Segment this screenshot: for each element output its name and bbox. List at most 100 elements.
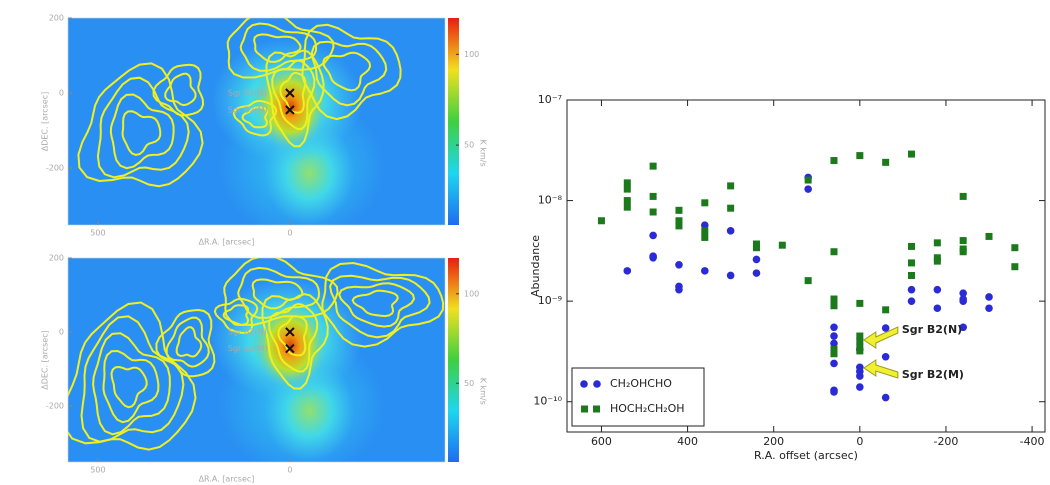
point bbox=[701, 267, 709, 275]
point bbox=[908, 151, 915, 158]
map-annotation: Sgr B2(N) bbox=[228, 89, 267, 98]
point bbox=[1011, 263, 1018, 270]
point bbox=[701, 199, 708, 206]
x-tick-label: -400 bbox=[1020, 435, 1045, 448]
y-axis-label: ΔDEC. [arcsec] bbox=[41, 92, 50, 152]
x-tick-label: 400 bbox=[677, 435, 698, 448]
point bbox=[805, 177, 812, 184]
point bbox=[675, 222, 682, 229]
point bbox=[908, 297, 916, 305]
point bbox=[753, 256, 761, 264]
colorbar bbox=[448, 18, 459, 225]
point bbox=[727, 272, 735, 280]
colorbar-tick-label: 100 bbox=[464, 289, 479, 298]
x-tick-label: 200 bbox=[763, 435, 784, 448]
point bbox=[856, 372, 864, 380]
point bbox=[908, 243, 915, 250]
point bbox=[805, 277, 812, 284]
point bbox=[650, 208, 657, 215]
point bbox=[882, 324, 890, 332]
x-tick-label: -200 bbox=[933, 435, 958, 448]
x-tick-label: 600 bbox=[591, 435, 612, 448]
point bbox=[934, 258, 941, 265]
y-axis-label: ΔDEC. [arcsec] bbox=[41, 330, 50, 390]
legend-swatch bbox=[593, 380, 601, 388]
point bbox=[960, 248, 967, 255]
point bbox=[701, 234, 708, 241]
map-annotation: Sgr B2(N) bbox=[228, 327, 267, 336]
point bbox=[830, 323, 838, 331]
point bbox=[830, 388, 838, 396]
point bbox=[649, 254, 657, 262]
map-image bbox=[63, 256, 445, 476]
x-tick-label: 0 bbox=[856, 435, 863, 448]
x-tick-label: 0 bbox=[287, 466, 292, 475]
point bbox=[830, 302, 837, 309]
point bbox=[779, 242, 786, 249]
y-tick-label: 0 bbox=[59, 89, 64, 98]
y-tick-label: 0 bbox=[59, 327, 64, 336]
x-tick-label: 500 bbox=[90, 229, 105, 238]
point bbox=[753, 269, 761, 277]
point bbox=[727, 205, 734, 212]
point bbox=[623, 267, 631, 275]
legend-swatch bbox=[580, 380, 588, 388]
point bbox=[830, 296, 837, 303]
point bbox=[650, 163, 657, 170]
point bbox=[624, 204, 631, 211]
point bbox=[882, 159, 889, 166]
point bbox=[624, 179, 631, 186]
point bbox=[624, 197, 631, 204]
point bbox=[908, 272, 915, 279]
point bbox=[908, 286, 916, 294]
point bbox=[675, 261, 683, 269]
figure: Sgr B2(N)Sgr B2(M)50002000-200ΔR.A. [arc… bbox=[0, 0, 1050, 485]
point bbox=[753, 244, 760, 251]
point bbox=[934, 286, 942, 294]
colorbar-tick-label: 50 bbox=[464, 141, 474, 150]
colorbar-label: K km/s bbox=[479, 140, 488, 167]
point bbox=[908, 259, 915, 266]
y-tick-label: 10⁻¹⁰ bbox=[533, 395, 562, 408]
point bbox=[1011, 244, 1018, 251]
annotation: Sgr B2(M) bbox=[902, 368, 964, 381]
point bbox=[675, 207, 682, 214]
point bbox=[830, 157, 837, 164]
point bbox=[830, 332, 838, 340]
point bbox=[959, 297, 967, 305]
point bbox=[804, 185, 812, 193]
y-tick-label: 10⁻⁸ bbox=[538, 194, 563, 207]
point bbox=[830, 340, 838, 348]
map-annotation: Sgr B2(M) bbox=[228, 105, 268, 114]
legend-label: HOCH₂CH₂OH bbox=[610, 402, 685, 415]
point bbox=[985, 293, 993, 301]
point bbox=[830, 350, 837, 357]
point bbox=[934, 239, 941, 246]
x-axis-label: R.A. offset (arcsec) bbox=[754, 449, 858, 462]
map-annotation: Sgr B2(M) bbox=[228, 344, 268, 353]
x-tick-label: 500 bbox=[90, 466, 105, 475]
point bbox=[986, 233, 993, 240]
y-tick-label: 200 bbox=[49, 254, 64, 263]
point bbox=[856, 383, 864, 391]
point bbox=[598, 217, 605, 224]
x-tick-label: 0 bbox=[287, 229, 292, 238]
legend-swatch bbox=[581, 406, 588, 413]
point bbox=[650, 193, 657, 200]
point bbox=[649, 232, 657, 240]
point bbox=[882, 353, 890, 361]
point bbox=[856, 347, 863, 354]
point bbox=[624, 186, 631, 193]
colorbar bbox=[448, 258, 459, 462]
colorbar-label: K km/s bbox=[479, 378, 488, 405]
point bbox=[856, 300, 863, 307]
point bbox=[727, 182, 734, 189]
x-axis-label: ΔR.A. [arcsec] bbox=[199, 475, 255, 484]
legend-label: CH₂OHCHO bbox=[610, 377, 672, 390]
point bbox=[882, 394, 890, 402]
y-axis-label: Abundance bbox=[529, 235, 542, 297]
annotation: Sgr B2(N) bbox=[902, 323, 962, 336]
point bbox=[934, 304, 942, 312]
y-tick-label: -200 bbox=[46, 164, 64, 173]
y-tick-label: -200 bbox=[46, 401, 64, 410]
